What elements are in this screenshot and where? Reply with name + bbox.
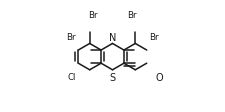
Text: Br: Br bbox=[89, 11, 98, 19]
Text: Br: Br bbox=[127, 11, 136, 19]
Text: S: S bbox=[109, 72, 116, 82]
Text: Br: Br bbox=[149, 33, 159, 42]
Text: Br: Br bbox=[66, 33, 76, 42]
Text: Cl: Cl bbox=[67, 73, 75, 81]
Text: N: N bbox=[109, 32, 116, 42]
Text: O: O bbox=[155, 72, 163, 82]
